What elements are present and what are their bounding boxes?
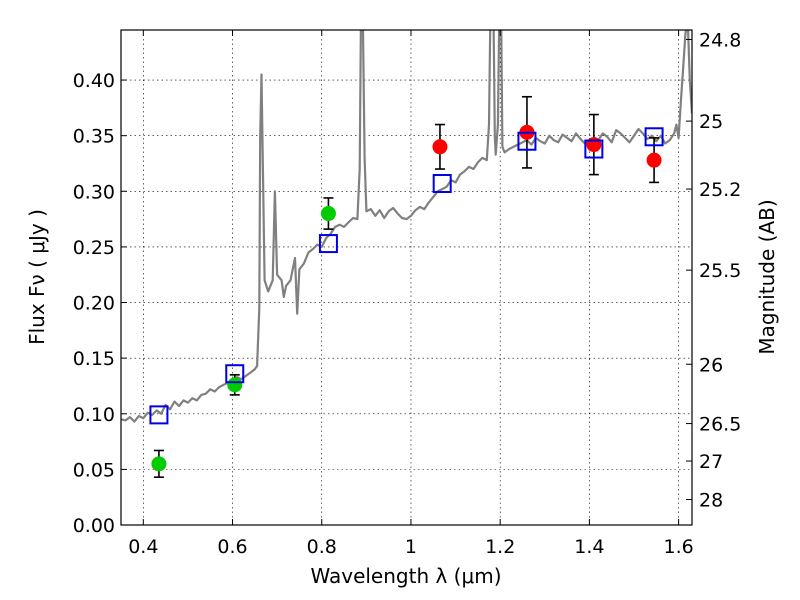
y-tick-label: 0.15 xyxy=(73,348,115,370)
ticks xyxy=(121,30,692,526)
model-square xyxy=(149,405,169,425)
plot-frame xyxy=(120,29,693,526)
y-tick-label: 0.40 xyxy=(73,70,115,92)
right-tick-label: 24.8 xyxy=(699,29,741,51)
y-tick-label: 0.10 xyxy=(73,404,115,426)
data-point xyxy=(586,137,602,153)
y-tick-label: 0.05 xyxy=(73,459,115,481)
x-tick-label: 1.2 xyxy=(485,536,515,558)
x-tick-label: 1.6 xyxy=(664,536,694,558)
x-axis-label: Wavelength λ (μm) xyxy=(310,564,501,588)
right-tick-label: 25.2 xyxy=(699,179,741,201)
right-tick-label: 25.5 xyxy=(699,260,741,282)
model-square xyxy=(644,127,664,147)
right-tick-label: 27 xyxy=(699,451,723,473)
right-tick-label: 26 xyxy=(699,354,723,376)
data-point xyxy=(151,456,167,472)
right-tick-label: 26.5 xyxy=(699,414,741,436)
right-tick-label: 25 xyxy=(699,111,723,133)
grid xyxy=(121,30,692,526)
model-square xyxy=(225,364,245,384)
y-tick-label: 0.20 xyxy=(73,293,115,315)
data-point xyxy=(320,206,336,222)
y-axis-label: Flux Fν ( μJy ) xyxy=(25,209,49,345)
points-layer xyxy=(149,95,664,478)
model-square xyxy=(432,174,452,194)
right-tick-label: 28 xyxy=(699,490,723,512)
data-point xyxy=(432,139,448,155)
y-axis-right-label: Magnitude (AB) xyxy=(755,199,779,354)
x-tick-label: 0.6 xyxy=(217,536,247,558)
model-square xyxy=(584,139,604,159)
x-tick-label: 1 xyxy=(405,536,417,558)
y-tick-label: 0.25 xyxy=(73,237,115,259)
y-tick-label: 0.35 xyxy=(73,126,115,148)
data-point xyxy=(646,152,662,168)
data-point xyxy=(227,377,243,393)
x-tick-label: 1.4 xyxy=(574,536,604,558)
y-tick-label: 0.30 xyxy=(73,181,115,203)
x-tick-label: 0.8 xyxy=(307,536,337,558)
x-tick-labels: 0.4 0.6 0.8 1 1.2 1.4 1.6 xyxy=(128,536,694,558)
y-tick-labels: 0.00 0.05 0.10 0.15 0.20 0.25 0.30 0.35 0.40 xyxy=(73,70,115,537)
x-tick-label: 0.4 xyxy=(128,536,158,558)
model-square xyxy=(318,234,338,254)
model-square xyxy=(517,131,537,151)
y-tick-label: 0.00 xyxy=(73,515,115,537)
right-tick-labels: 24.8 25 25.2 25.5 26 26.5 27 28 xyxy=(699,29,741,511)
